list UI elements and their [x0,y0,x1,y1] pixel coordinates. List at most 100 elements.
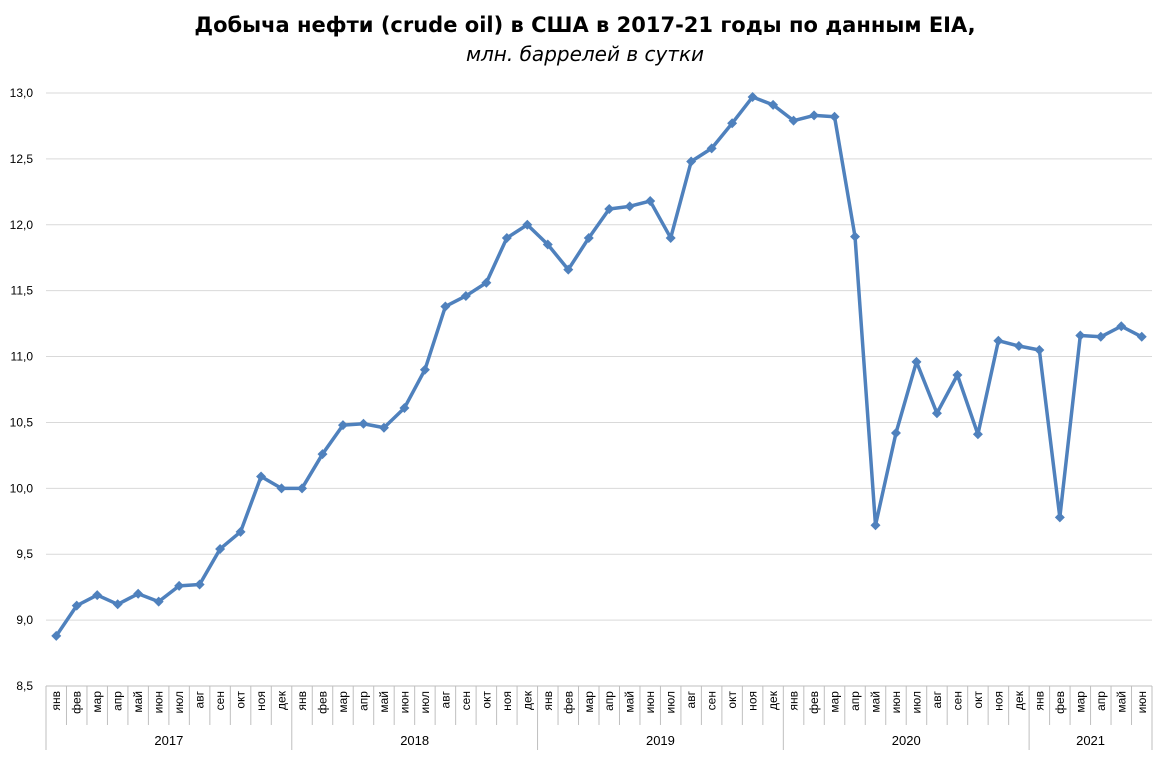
data-point [645,196,656,207]
y-tick-label: 8,5 [16,679,33,693]
data-point [706,143,717,154]
data-point [460,290,471,301]
data-point [911,356,922,367]
x-year-label: 2017 [154,733,183,748]
data-point [768,99,779,110]
x-month-label: май [1114,691,1128,713]
data-point [276,483,287,494]
data-point [583,232,594,243]
y-tick-label: 12,5 [10,152,34,166]
data-point [153,596,164,607]
x-month-label: апр [111,691,125,711]
x-month-label: янв [1032,691,1046,711]
x-month-label: сен [459,691,473,710]
data-point [563,264,574,275]
x-month-label: фев [807,691,821,714]
series-line [54,95,1144,638]
data-point [665,232,676,243]
data-point [378,422,389,433]
x-month-label: окт [725,691,739,709]
x-month-label: ноя [254,691,268,711]
data-point [133,588,144,599]
x-month-label: дек [275,690,289,710]
x-month-label: фев [316,691,330,714]
x-month-label: июл [664,691,678,713]
x-month-label: окт [479,691,493,709]
x-month-label: ноя [500,691,514,711]
y-tick-label: 12,0 [10,218,34,232]
x-month-label: июл [909,691,923,713]
data-point [972,429,983,440]
x-month-label: окт [234,691,248,709]
x-month-label: фев [561,691,575,714]
x-month-label: июн [1135,691,1149,713]
x-year-label: 2018 [400,733,429,748]
x-month-label: апр [602,691,616,711]
data-point [419,364,430,375]
y-tick-label: 9,5 [16,547,33,561]
x-month-label: мар [828,691,842,713]
x-month-label: янв [49,691,63,711]
x-month-label: авг [438,690,452,708]
x-month-label: мар [1073,691,1087,713]
x-month-label: сен [705,691,719,710]
grid-lines [46,92,1152,621]
x-month-label: июн [889,691,903,713]
data-point [1136,331,1147,342]
data-point [788,115,799,126]
data-point [809,110,820,121]
data-point [1013,341,1024,352]
data-point [1075,330,1086,341]
data-point [604,203,615,214]
x-month-label: июл [418,691,432,713]
data-point [92,590,103,601]
data-point [1034,344,1045,355]
x-month-label: янв [295,691,309,711]
data-point [952,370,963,381]
data-point [317,449,328,460]
data-point [51,630,62,641]
data-point [931,408,942,419]
data-point [747,91,758,102]
y-tick-label: 10,5 [10,415,34,429]
data-point [215,543,226,554]
x-month-label: июн [152,691,166,713]
data-point [1095,331,1106,342]
x-month-label: авг [684,690,698,708]
data-point [337,420,348,431]
x-month-label: фев [1053,691,1067,714]
x-month-label: ноя [746,691,760,711]
data-point [235,526,246,537]
x-month-label: июн [643,691,657,713]
data-point [1116,321,1127,332]
data-point [440,301,451,312]
x-month-label: авг [930,690,944,708]
data-point [256,471,267,482]
data-point [297,483,308,494]
x-month-label: май [131,691,145,713]
data-point [399,402,410,413]
data-point [194,579,205,590]
x-month-label: фев [70,691,84,714]
y-axis-ticks: 8,5 9,0 9,5 10,0 10,5 11,0 11,5 12,0 12,5 13,0 [10,86,34,693]
data-point [71,600,82,611]
data-point [522,219,533,230]
y-tick-label: 9,0 [16,613,33,627]
data-point [993,335,1004,346]
data-point [624,201,635,212]
x-month-label: окт [971,691,985,709]
x-axis-labels: янв фев мар апр май июн июл авг сен окт ноя дек янв ф… [49,690,1149,748]
data-point [1054,512,1065,523]
x-month-label: ноя [991,691,1005,711]
x-month-label: дек [1012,690,1026,710]
data-point [112,599,123,610]
x-year-label: 2019 [646,733,675,748]
data-point [890,427,901,438]
x-month-label: май [377,691,391,713]
x-year-label: 2021 [1076,733,1105,748]
x-month-label: янв [787,691,801,711]
data-point [542,239,553,250]
x-month-label: янв [541,691,555,711]
x-month-label: апр [1094,691,1108,711]
